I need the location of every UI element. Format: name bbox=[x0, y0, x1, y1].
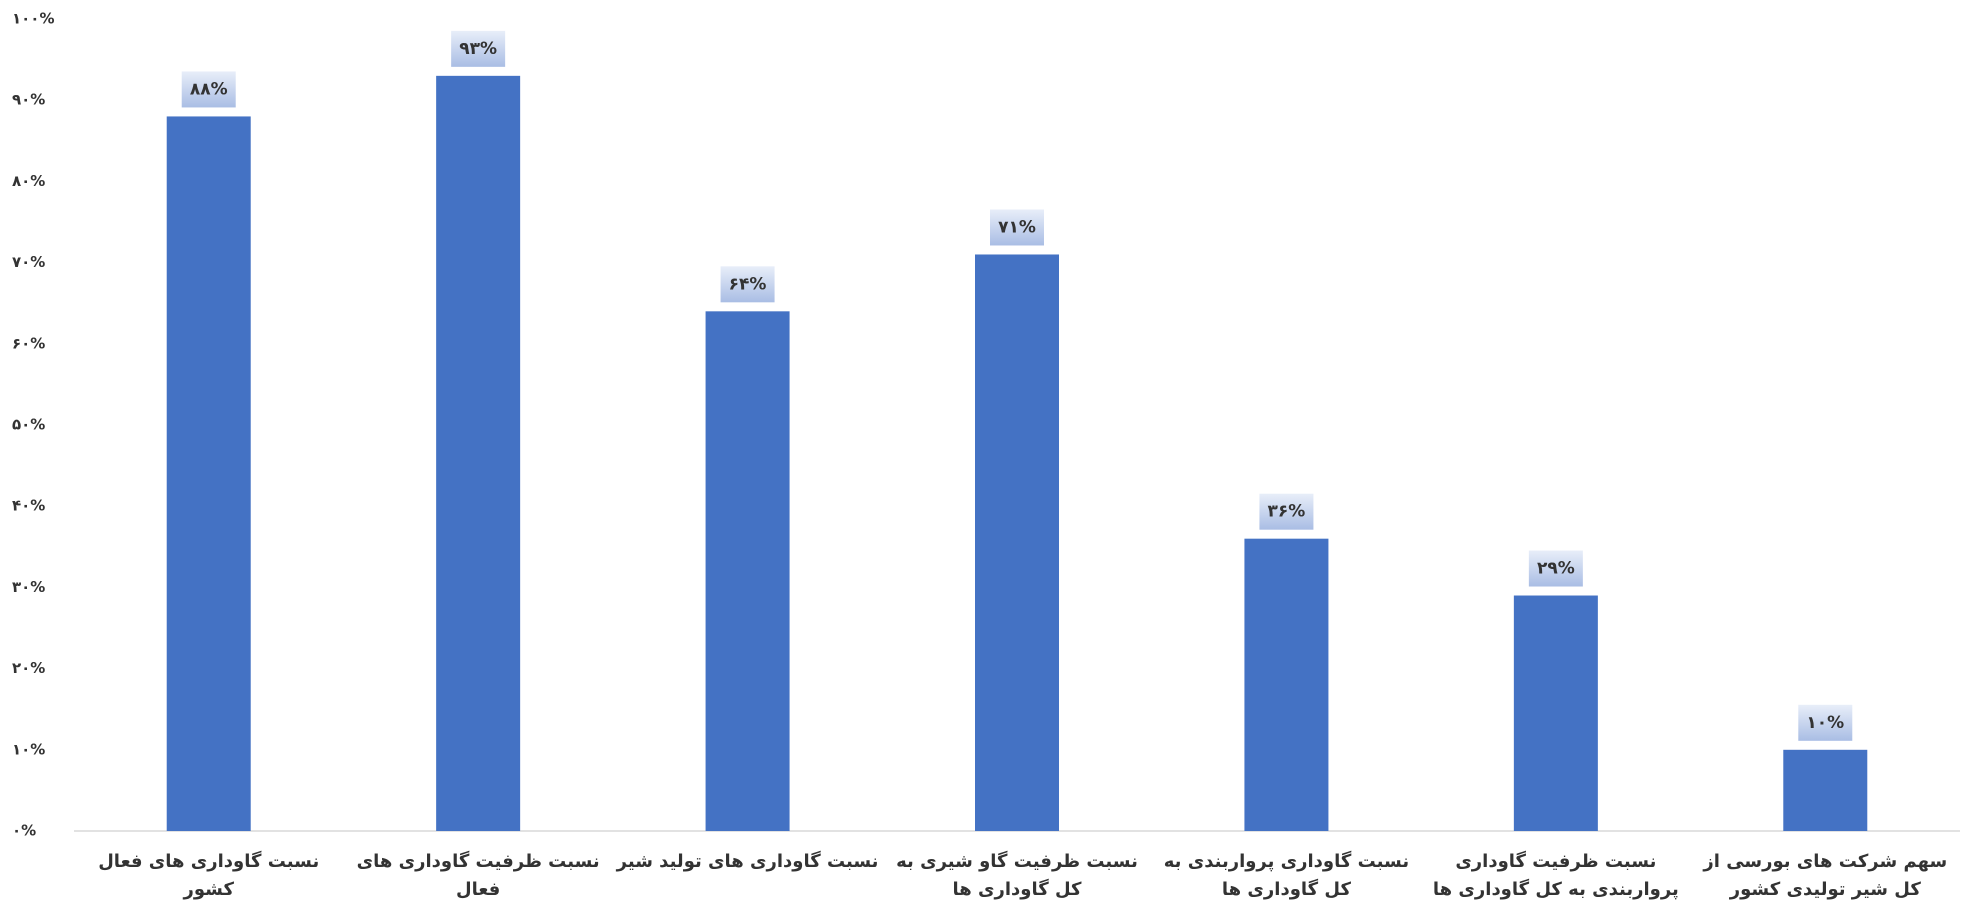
y-tick-label: ۸۰% bbox=[12, 172, 45, 190]
bar bbox=[167, 116, 251, 831]
value-label: ۳۶% bbox=[1268, 502, 1306, 522]
y-tick-label: ۷۰% bbox=[12, 253, 45, 271]
y-tick-label: ۱۰% bbox=[12, 740, 45, 758]
x-tick-label: نسبت ظرفیت گاوداری های فعال bbox=[347, 848, 609, 904]
value-label: ۶۴% bbox=[729, 274, 767, 294]
y-tick-label: ۳۰% bbox=[12, 578, 45, 596]
bar bbox=[1244, 539, 1328, 831]
bar bbox=[706, 311, 790, 831]
y-tick-label: ۶۰% bbox=[12, 334, 45, 352]
y-tick-label: ۱۰۰% bbox=[12, 10, 55, 28]
y-tick-label: ۹۰% bbox=[12, 91, 45, 109]
value-label: ۲۹% bbox=[1537, 559, 1575, 579]
value-label: ۱۰% bbox=[1806, 713, 1844, 733]
value-label: ۷۱% bbox=[998, 217, 1036, 237]
plot: ۰% ۱۰% ۲۰% ۳۰% ۴۰% ۵۰% ۶۰% ۷۰% ۸۰% ۹۰% ۱۰۰% ۸۸% ۹۳% ۶… bbox=[0, 0, 1961, 908]
x-tick-label: نسبت گاوداری پرواربندی به کل گاوداری ها bbox=[1155, 848, 1417, 904]
x-tick-label: نسبت گاوداری های فعال کشور bbox=[78, 848, 340, 904]
y-tick-label: ۰% bbox=[12, 822, 36, 840]
bar bbox=[975, 254, 1059, 831]
x-tick-label: نسبت ظرفیت گاوداری پرواربندی به کل گاودا… bbox=[1425, 848, 1687, 904]
x-tick-label: سهم شرکت های بورسی از کل شیر تولیدی کشور bbox=[1694, 848, 1956, 904]
x-tick-label: نسبت ظرفیت گاو شیری به کل گاوداری ها bbox=[886, 848, 1148, 904]
bar bbox=[436, 76, 520, 831]
x-tick-label: نسبت گاوداری های تولید شیر bbox=[617, 848, 879, 876]
y-tick-label: ۴۰% bbox=[12, 497, 45, 515]
value-label: ۸۸% bbox=[190, 79, 228, 99]
chart: ۰% ۱۰% ۲۰% ۳۰% ۴۰% ۵۰% ۶۰% ۷۰% ۸۰% ۹۰% ۱۰۰% ۸۸% ۹۳% ۶… bbox=[0, 0, 1961, 908]
y-tick-label: ۵۰% bbox=[12, 416, 45, 434]
bar bbox=[1514, 596, 1598, 831]
value-label: ۹۳% bbox=[459, 39, 497, 59]
bar bbox=[1783, 750, 1867, 831]
y-tick-label: ۲۰% bbox=[12, 659, 45, 677]
